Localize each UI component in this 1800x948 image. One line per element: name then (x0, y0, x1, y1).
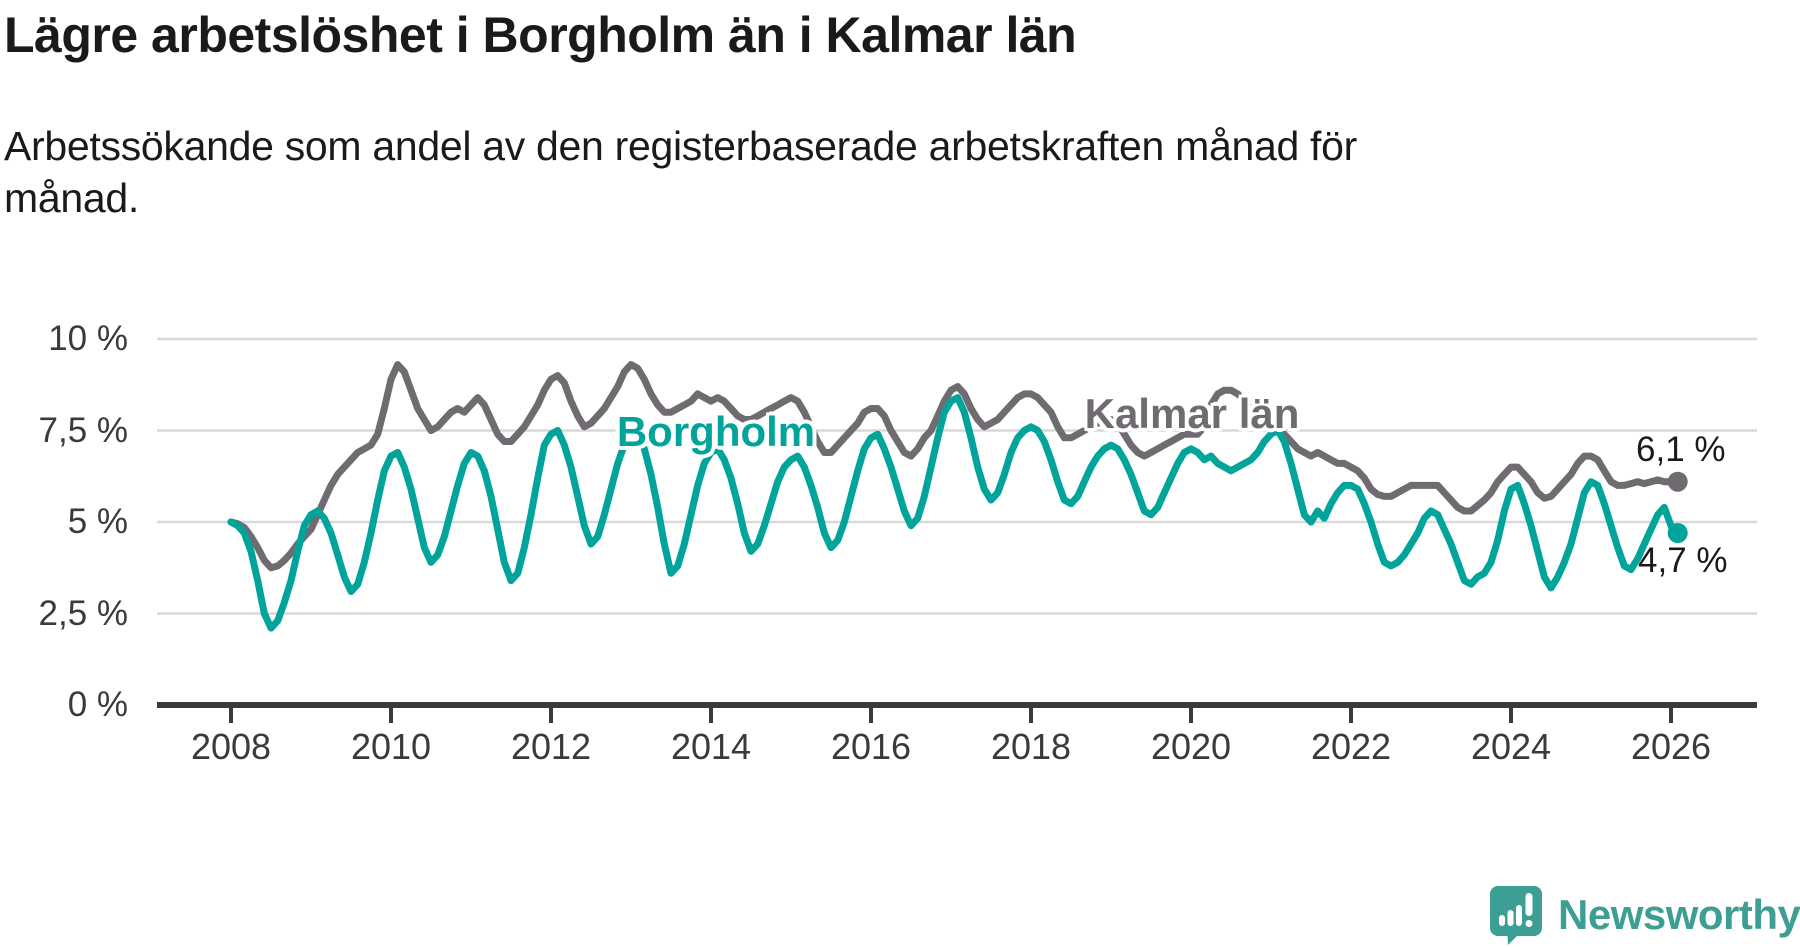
y-tick-label: 7,5 % (38, 410, 129, 450)
series-label-borgholm: Borgholm (616, 408, 816, 455)
x-tick-label: 2014 (670, 726, 752, 767)
x-tick-label: 2010 (350, 726, 432, 767)
end-value-borgholm: 4,7 % (1638, 541, 1728, 580)
end-value-kalmar: 6,1 % (1636, 430, 1726, 469)
x-tick-label: 2020 (1150, 726, 1232, 767)
end-dot-borgholm (1667, 523, 1688, 543)
x-tick-label: 2024 (1470, 726, 1552, 767)
end-dot-kalmar (1667, 471, 1688, 492)
newsworthy-logo: Newsworthy (1488, 884, 1800, 946)
chart-subtitle: Arbetssökande som andel av den registerb… (4, 123, 1358, 222)
y-tick-label: 2,5 % (38, 593, 129, 633)
x-tick-label: 2016 (830, 726, 912, 767)
x-tick-label: 2018 (990, 726, 1072, 767)
x-tick-label: 2008 (190, 726, 272, 767)
series-line-kalmar (227, 361, 1682, 572)
newsworthy-wordmark: Newsworthy (1558, 891, 1800, 938)
y-tick-label: 0 % (67, 685, 128, 724)
y-tick-label: 5 % (67, 502, 128, 541)
x-tick-label: 2026 (1630, 726, 1712, 767)
page-title: Lägre arbetslöshet i Borgholm än i Kalma… (4, 7, 1077, 63)
series-label-kalmar: Kalmar län (1084, 390, 1300, 437)
newsworthy-bubble-chart-icon (1490, 886, 1542, 945)
y-tick-label: 10 % (48, 319, 128, 358)
series-line-borgholm (227, 394, 1682, 632)
x-tick-label: 2012 (510, 726, 592, 767)
x-tick-label: 2022 (1310, 726, 1392, 767)
